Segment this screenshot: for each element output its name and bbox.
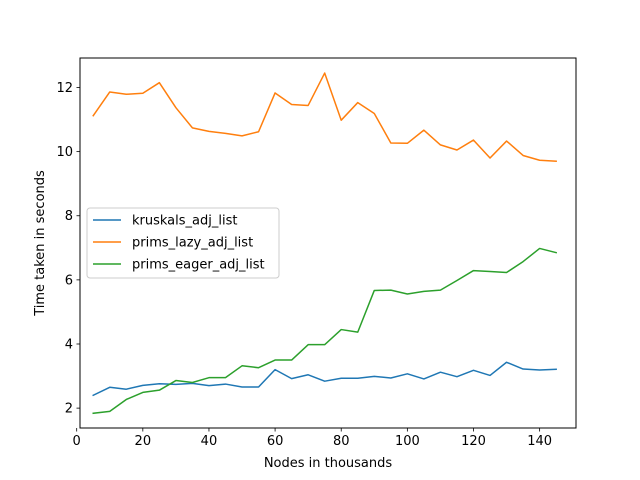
legend: kruskals_adj_list prims_lazy_adj_listprim… xyxy=(86,207,280,279)
y-tick-label: 6 xyxy=(65,273,73,288)
y-tick-label: 8 xyxy=(65,209,73,224)
plot-frame xyxy=(79,57,577,429)
x-axis-ticks: 0 20 40 60 80 100 120 140 xyxy=(73,428,552,449)
x-tick-label: 60 xyxy=(267,434,284,449)
legend-label: prims_lazy_adj_list xyxy=(132,236,253,251)
x-tick-label: 140 xyxy=(527,434,552,449)
x-tick-label: 80 xyxy=(333,434,350,449)
x-axis-label: Nodes in thousands xyxy=(264,456,393,471)
y-axis-label: Time taken in seconds xyxy=(33,170,48,317)
legend-label: prims_eager_adj_list xyxy=(132,258,265,273)
x-tick-label: 20 xyxy=(135,434,152,449)
x-tick-label: 100 xyxy=(395,434,420,449)
x-tick-label: 40 xyxy=(201,434,218,449)
series-line-prims_lazy_adj_list xyxy=(92,72,557,163)
legend-label: kruskals_adj_list xyxy=(132,214,237,229)
x-tick-label: 0 xyxy=(73,434,81,449)
legend-box xyxy=(86,207,280,279)
x-tick-label: 120 xyxy=(461,434,486,449)
y-tick-label: 2 xyxy=(65,402,73,417)
plot-lines xyxy=(92,72,558,415)
y-tick-label: 4 xyxy=(65,337,73,352)
y-tick-label: 12 xyxy=(56,81,73,96)
y-axis-ticks: 2 4 6 8 10 12 xyxy=(56,81,80,417)
y-tick-label: 10 xyxy=(56,145,73,160)
series-line-prims_eager_adj_list xyxy=(92,247,558,415)
